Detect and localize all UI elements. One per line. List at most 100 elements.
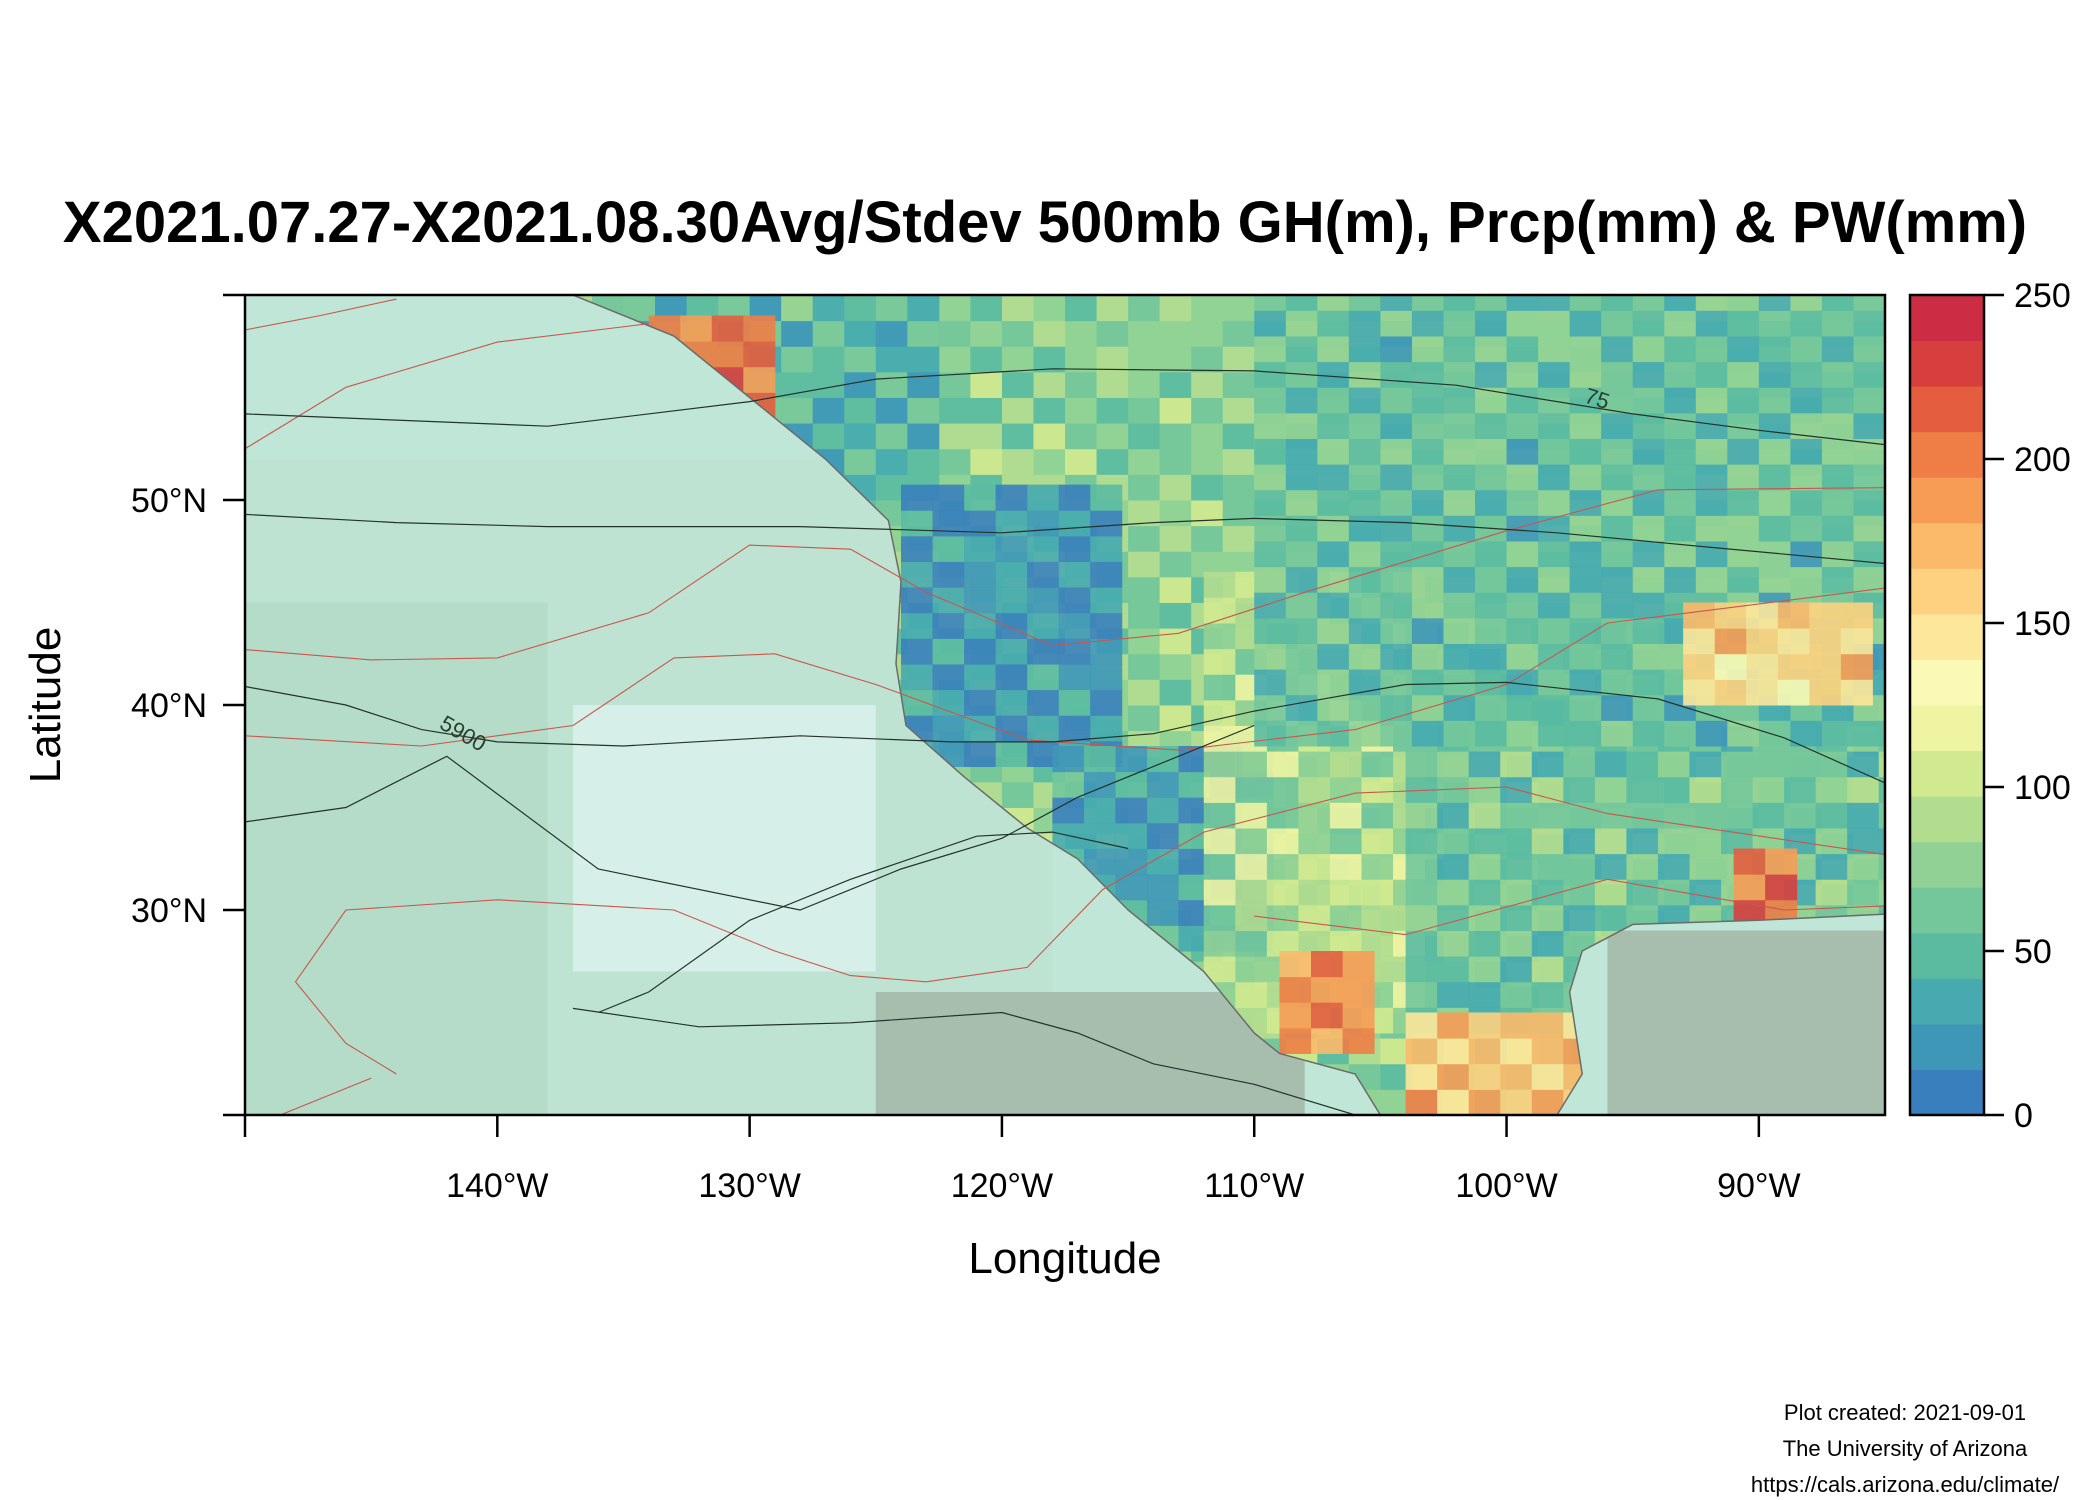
precip-cell	[1790, 361, 1823, 388]
precip-cell	[743, 315, 776, 342]
precip-cell	[1027, 484, 1060, 511]
precip-cell	[1361, 751, 1394, 778]
precip-cell	[1159, 628, 1192, 655]
precip-cell	[781, 397, 814, 424]
precip-cell	[1058, 587, 1091, 614]
x-tick-label: 130°W	[698, 1167, 800, 1205]
precip-cell	[1191, 320, 1224, 347]
precip-cell	[964, 484, 997, 511]
precip-cell	[1027, 510, 1060, 537]
precip-cell	[1254, 438, 1287, 465]
precip-cell	[1689, 802, 1722, 829]
precip-cell	[1361, 828, 1394, 855]
precip-cell	[1664, 361, 1697, 388]
precip-cell	[1159, 397, 1192, 424]
precip-cell	[1758, 464, 1791, 491]
precip-cell	[1664, 387, 1697, 414]
precip-cell	[1815, 879, 1848, 906]
precip-cell	[938, 320, 971, 347]
precip-cell	[743, 366, 776, 393]
precip-cell	[1159, 576, 1192, 603]
precip-cell	[938, 346, 971, 373]
precip-cell	[901, 510, 934, 537]
precip-cell	[1411, 643, 1444, 670]
precip-cell	[1821, 295, 1854, 311]
precip-cell	[1235, 981, 1268, 1008]
precip-cell	[1348, 336, 1381, 363]
colorbar-swatch	[1910, 932, 1984, 979]
precip-cell	[1411, 515, 1444, 542]
precip-cell	[1128, 397, 1161, 424]
precip-cell	[1847, 776, 1880, 803]
precip-cell	[1538, 566, 1571, 593]
precip-cell	[1632, 336, 1665, 363]
precip-cell	[1727, 541, 1760, 568]
precip-cell	[1632, 643, 1665, 670]
precip-cell	[1128, 653, 1161, 680]
precip-cell	[1626, 751, 1659, 778]
precip-cell	[932, 638, 965, 665]
precip-cell	[1475, 592, 1508, 619]
y-tick-label: 40°N	[131, 687, 207, 725]
precip-cell	[1128, 423, 1161, 450]
precip-cell	[1821, 438, 1854, 465]
x-tick-label: 90°W	[1717, 1167, 1801, 1205]
precip-cell	[1468, 802, 1501, 829]
precip-cell	[1475, 295, 1508, 311]
precip-cell	[743, 341, 776, 368]
precip-cell	[1222, 423, 1255, 450]
ocean-pw-block	[573, 705, 876, 972]
precip-cell	[1727, 361, 1760, 388]
precip-cell	[1115, 874, 1148, 901]
precip-cell	[1790, 387, 1823, 414]
colorbar-swatch	[1910, 568, 1984, 615]
precip-cell	[1405, 904, 1438, 931]
precip-cell	[1853, 489, 1885, 516]
precip-cell	[1096, 371, 1129, 398]
precip-cell	[1254, 669, 1287, 696]
precip-cell	[1348, 387, 1381, 414]
precip-cell	[1317, 438, 1350, 465]
precip-cell	[1506, 489, 1539, 516]
precip-cell	[1090, 612, 1123, 639]
precip-cell	[1083, 746, 1116, 773]
precip-cell	[1380, 438, 1413, 465]
precip-cell	[781, 346, 814, 373]
precip-cell	[1777, 628, 1810, 655]
precip-cell	[1538, 387, 1571, 414]
precip-cell	[1657, 776, 1690, 803]
precip-cell	[1033, 320, 1066, 347]
precip-cell	[1235, 853, 1268, 880]
precip-cell	[1254, 592, 1287, 619]
precip-cell	[1506, 336, 1539, 363]
precip-cell	[1380, 295, 1413, 311]
precip-cell	[1285, 336, 1318, 363]
precip-cell	[1001, 423, 1034, 450]
precip-cell	[1746, 653, 1779, 680]
precip-cell	[995, 664, 1028, 691]
precip-cell	[1821, 387, 1854, 414]
precip-cell	[1279, 951, 1312, 978]
precip-cell	[781, 295, 814, 322]
precip-cell	[1443, 310, 1476, 337]
precip-cell	[1784, 802, 1817, 829]
precip-cell	[1235, 930, 1268, 957]
precip-cell	[1058, 689, 1091, 716]
precip-cell	[1411, 295, 1444, 311]
precip-cell	[1853, 336, 1885, 363]
precip-cell	[1159, 423, 1192, 450]
precip-cell	[1405, 828, 1438, 855]
precip-cell	[1809, 602, 1842, 629]
precip-cell	[1626, 802, 1659, 829]
precip-cell	[1695, 310, 1728, 337]
precip-cell	[1128, 295, 1161, 322]
precip-cell	[1298, 879, 1331, 906]
precip-cell	[1027, 561, 1060, 588]
precip-cell	[1285, 617, 1318, 644]
precip-cell	[1790, 310, 1823, 337]
precip-cell	[1531, 853, 1564, 880]
precip-cell	[1500, 751, 1533, 778]
precip-cell	[995, 484, 1028, 511]
precip-cell	[1538, 361, 1571, 388]
precip-cell	[1632, 310, 1665, 337]
